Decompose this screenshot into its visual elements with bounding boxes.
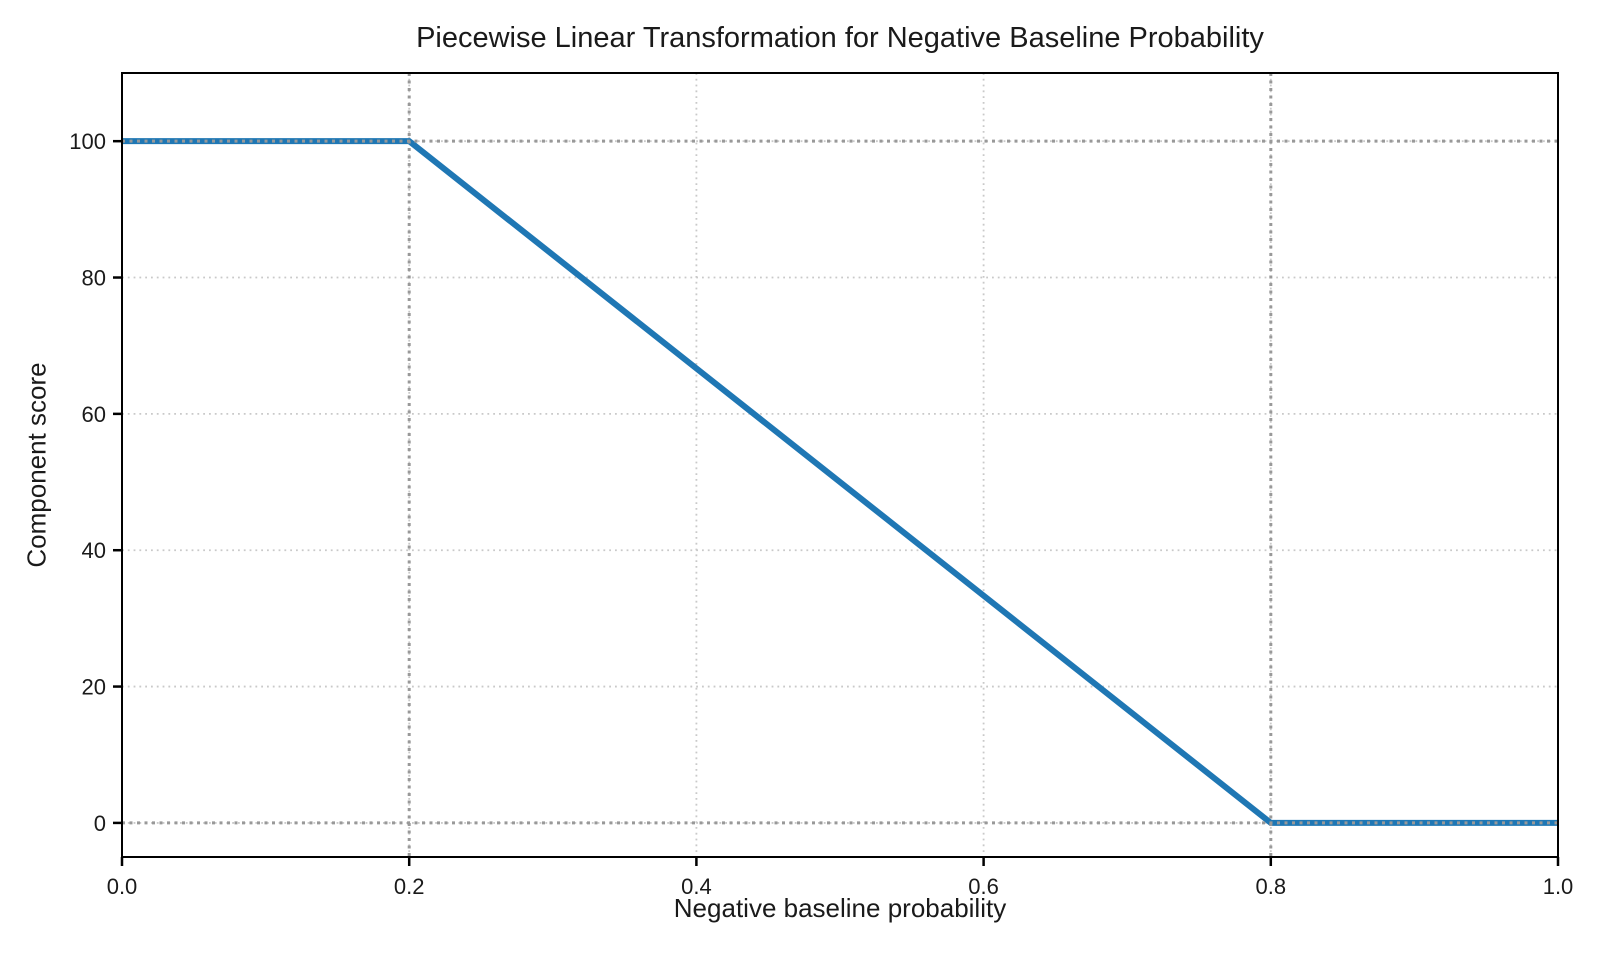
y-tick-label: 80 (82, 266, 106, 291)
y-tick-label: 40 (82, 538, 106, 563)
y-axis-label: Component score (21, 362, 52, 568)
x-axis-label: Negative baseline probability (673, 893, 1007, 923)
y-tick-label: 0 (94, 811, 106, 836)
axes-spines (121, 72, 1559, 858)
x-tick-label: 0.6 (968, 874, 999, 899)
y-tick-label: 20 (82, 675, 106, 700)
x-tick-label: 0.0 (107, 874, 138, 899)
y-tick-label: 60 (82, 402, 106, 427)
y-tick-label: 100 (69, 129, 106, 154)
x-tick-label: 0.2 (394, 874, 425, 899)
chart-title: Piecewise Linear Transformation for Nega… (416, 22, 1264, 54)
x-tick-label: 0.4 (681, 874, 712, 899)
plot-background (122, 73, 1558, 857)
x-tick-label: 1.0 (1543, 874, 1574, 899)
x-tick-label: 0.8 (1256, 874, 1287, 899)
